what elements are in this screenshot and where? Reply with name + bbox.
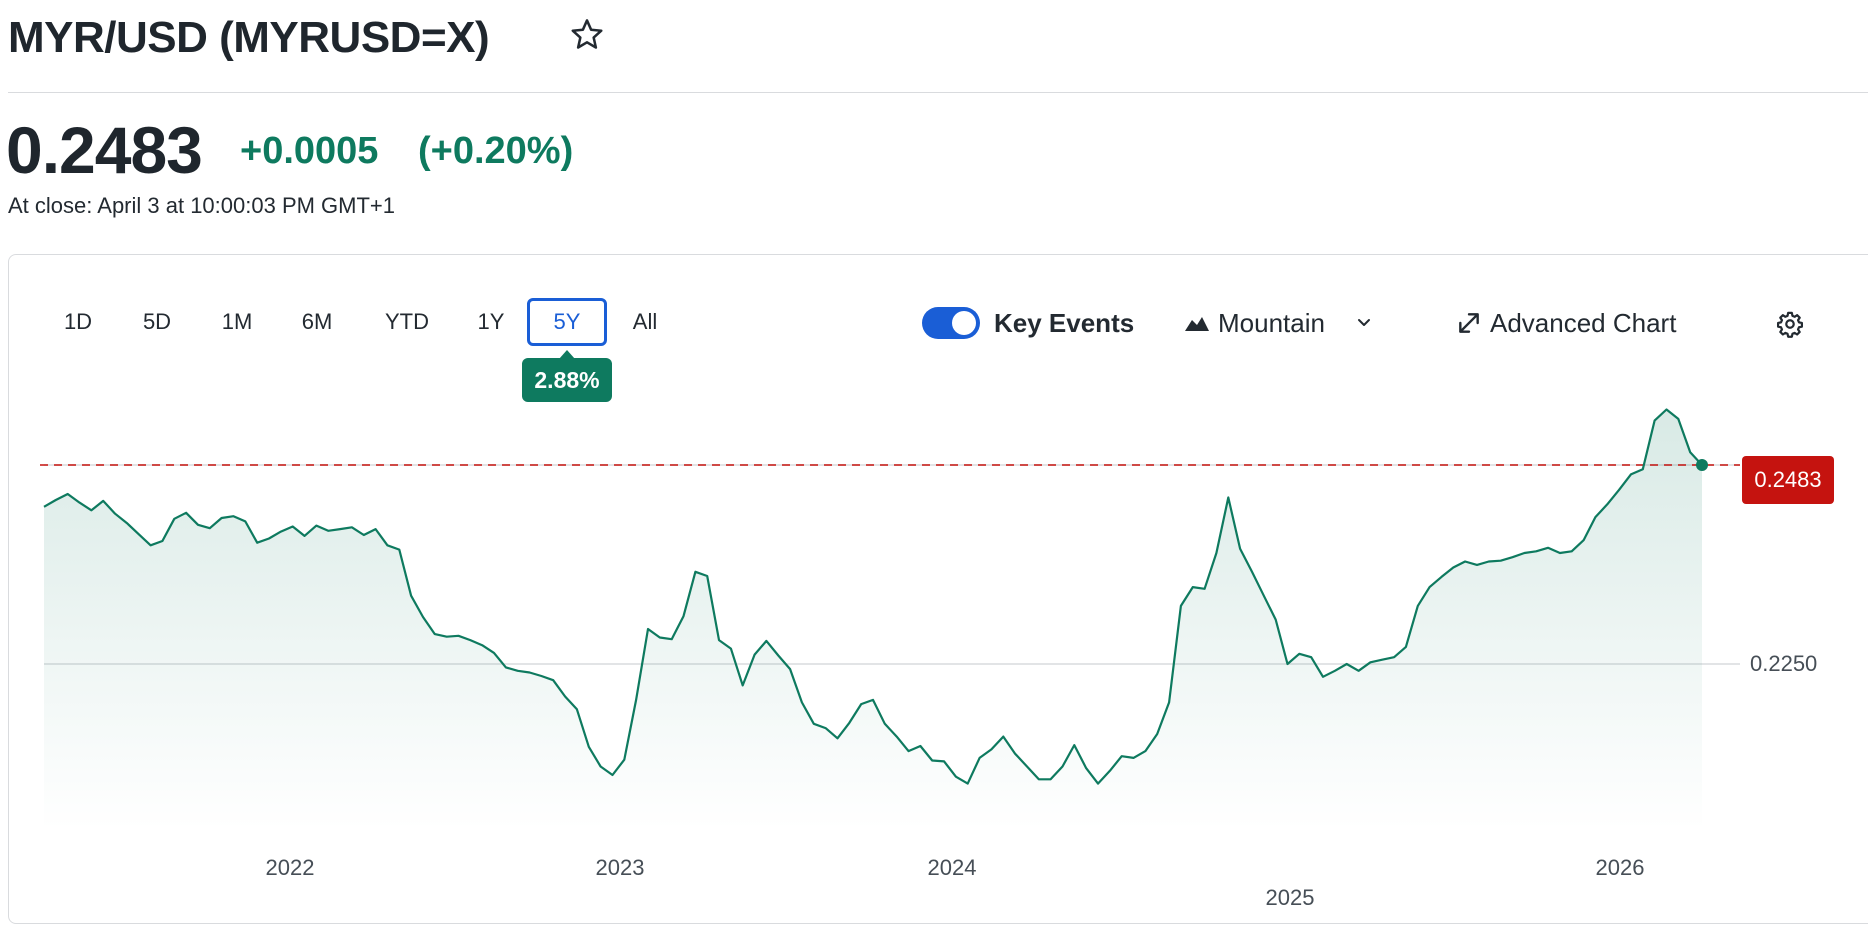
last-price-dot — [1696, 459, 1708, 471]
y-tick-0.2250: 0.2250 — [1750, 651, 1818, 676]
header-divider — [8, 92, 1868, 93]
close-time: At close: April 3 at 10:00:03 PM GMT+1 — [8, 193, 396, 218]
star-icon[interactable] — [568, 16, 606, 54]
range-1d-button[interactable]: 1D — [63, 309, 93, 334]
range-1m-button[interactable]: 1M — [221, 309, 253, 334]
price-change-percent: (+0.20%) — [418, 130, 574, 172]
chevron-down-icon — [1358, 319, 1370, 326]
mountain-icon — [1185, 317, 1209, 331]
range-change-tooltip-arrow — [559, 350, 575, 359]
x-tick-2023: 2023 — [595, 855, 645, 880]
toggle-knob — [952, 311, 976, 335]
advanced-chart-label: Advanced Chart — [1490, 308, 1677, 338]
chart-card — [8, 254, 1868, 924]
key-events-label: Key Events — [994, 308, 1135, 338]
price-line — [43, 408, 1703, 785]
chart-type-label: Mountain — [1218, 308, 1325, 338]
range-change-tooltip: 2.88% — [522, 358, 612, 402]
current-price-tag: 0.2483 — [1742, 456, 1834, 504]
advanced-chart-button[interactable]: Advanced Chart — [1452, 302, 1712, 344]
price-change: +0.0005 — [240, 130, 379, 172]
gear-icon[interactable] — [1776, 310, 1804, 338]
range-1y-button[interactable]: 1Y — [477, 309, 505, 334]
x-tick-2025: 2025 — [1265, 885, 1315, 910]
x-tick-2022: 2022 — [265, 855, 315, 880]
current-price: 0.2483 — [6, 113, 203, 187]
range-5d-button[interactable]: 5D — [142, 309, 172, 334]
range-ytd-button[interactable]: YTD — [385, 309, 429, 334]
key-events-toggle[interactable] — [922, 307, 980, 339]
range-6m-button[interactable]: 6M — [301, 309, 333, 334]
range-all-button[interactable]: All — [632, 309, 658, 334]
expand-icon — [1459, 313, 1479, 333]
range-5y-button[interactable]: 5Y — [527, 298, 607, 346]
x-tick-2026: 2026 — [1595, 855, 1645, 880]
price-area-fill — [44, 409, 1702, 830]
page-title: MYR/USD (MYRUSD=X) — [8, 13, 490, 62]
x-tick-2024: 2024 — [927, 855, 977, 880]
